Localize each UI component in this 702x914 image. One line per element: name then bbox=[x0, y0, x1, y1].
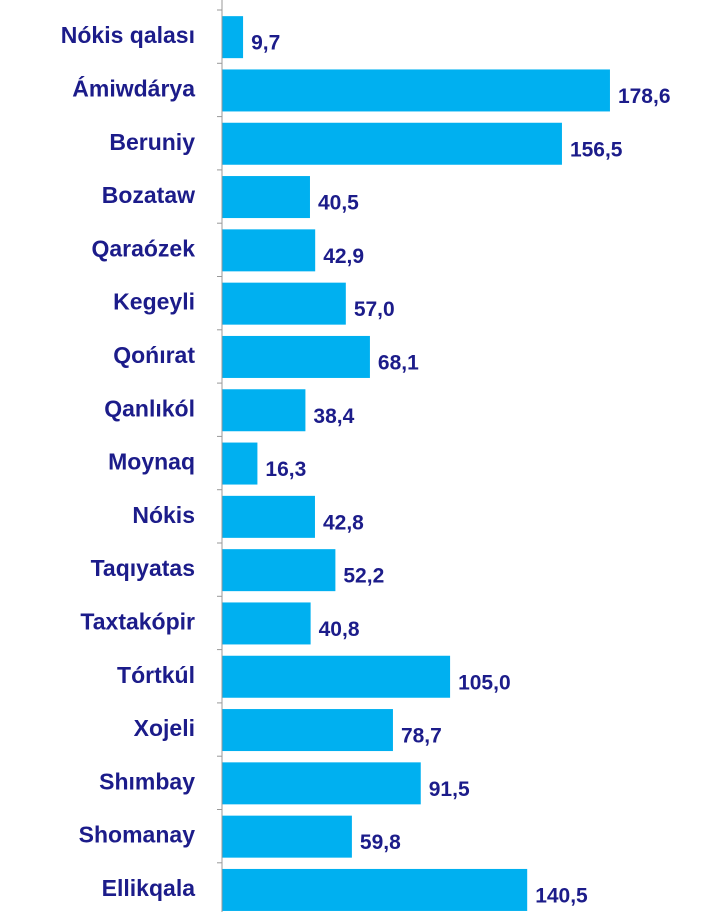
bar bbox=[222, 442, 258, 485]
category-label: Qanlıkól bbox=[104, 395, 195, 421]
bar bbox=[222, 602, 311, 645]
category-label: Qońırat bbox=[113, 342, 195, 368]
bar bbox=[222, 709, 393, 752]
category-label: Qaraózek bbox=[91, 235, 195, 261]
value-label: 42,8 bbox=[323, 511, 364, 534]
value-label: 68,1 bbox=[378, 351, 419, 374]
bar bbox=[222, 868, 528, 911]
bar bbox=[222, 229, 316, 272]
bar bbox=[222, 495, 315, 538]
category-label: Tórtkúl bbox=[117, 662, 195, 688]
value-label: 59,8 bbox=[360, 831, 401, 854]
bar bbox=[222, 762, 421, 805]
value-label: 42,9 bbox=[323, 245, 364, 268]
bar bbox=[222, 549, 336, 592]
category-label: Xojeli bbox=[134, 715, 195, 741]
value-label: 178,6 bbox=[618, 85, 671, 108]
category-label: Shımbay bbox=[99, 768, 195, 794]
value-label: 91,5 bbox=[429, 778, 470, 801]
category-label: Taqıyatas bbox=[91, 555, 195, 581]
value-label: 38,4 bbox=[313, 405, 354, 428]
category-label: Ellikqala bbox=[102, 875, 196, 901]
bar bbox=[222, 176, 310, 219]
value-label: 140,5 bbox=[535, 884, 588, 907]
category-label: Kegeyli bbox=[113, 289, 195, 315]
category-label: Nókis bbox=[132, 502, 195, 528]
value-label: 40,5 bbox=[318, 192, 359, 215]
value-label: 105,0 bbox=[458, 671, 511, 694]
bar bbox=[222, 16, 244, 59]
bar bbox=[222, 815, 352, 858]
bar bbox=[222, 335, 370, 378]
category-label: Taxtakópir bbox=[80, 609, 195, 635]
value-label: 16,3 bbox=[265, 458, 306, 481]
category-label: Bozataw bbox=[102, 182, 195, 208]
value-label: 57,0 bbox=[354, 298, 395, 321]
bar bbox=[222, 655, 451, 698]
category-label: Shomanay bbox=[79, 822, 196, 848]
category-label: Moynaq bbox=[108, 449, 195, 475]
category-label: Beruniy bbox=[109, 129, 195, 155]
value-label: 9,7 bbox=[251, 32, 280, 55]
bar bbox=[222, 282, 346, 325]
value-label: 156,5 bbox=[570, 138, 623, 161]
bar bbox=[222, 389, 306, 432]
bar bbox=[222, 122, 562, 165]
bar bbox=[222, 69, 610, 112]
category-label: Ámiwdárya bbox=[72, 75, 195, 102]
value-label: 40,8 bbox=[319, 618, 360, 641]
category-label: Nókis qalası bbox=[61, 22, 195, 48]
value-label: 78,7 bbox=[401, 725, 442, 748]
value-label: 52,2 bbox=[343, 565, 384, 588]
